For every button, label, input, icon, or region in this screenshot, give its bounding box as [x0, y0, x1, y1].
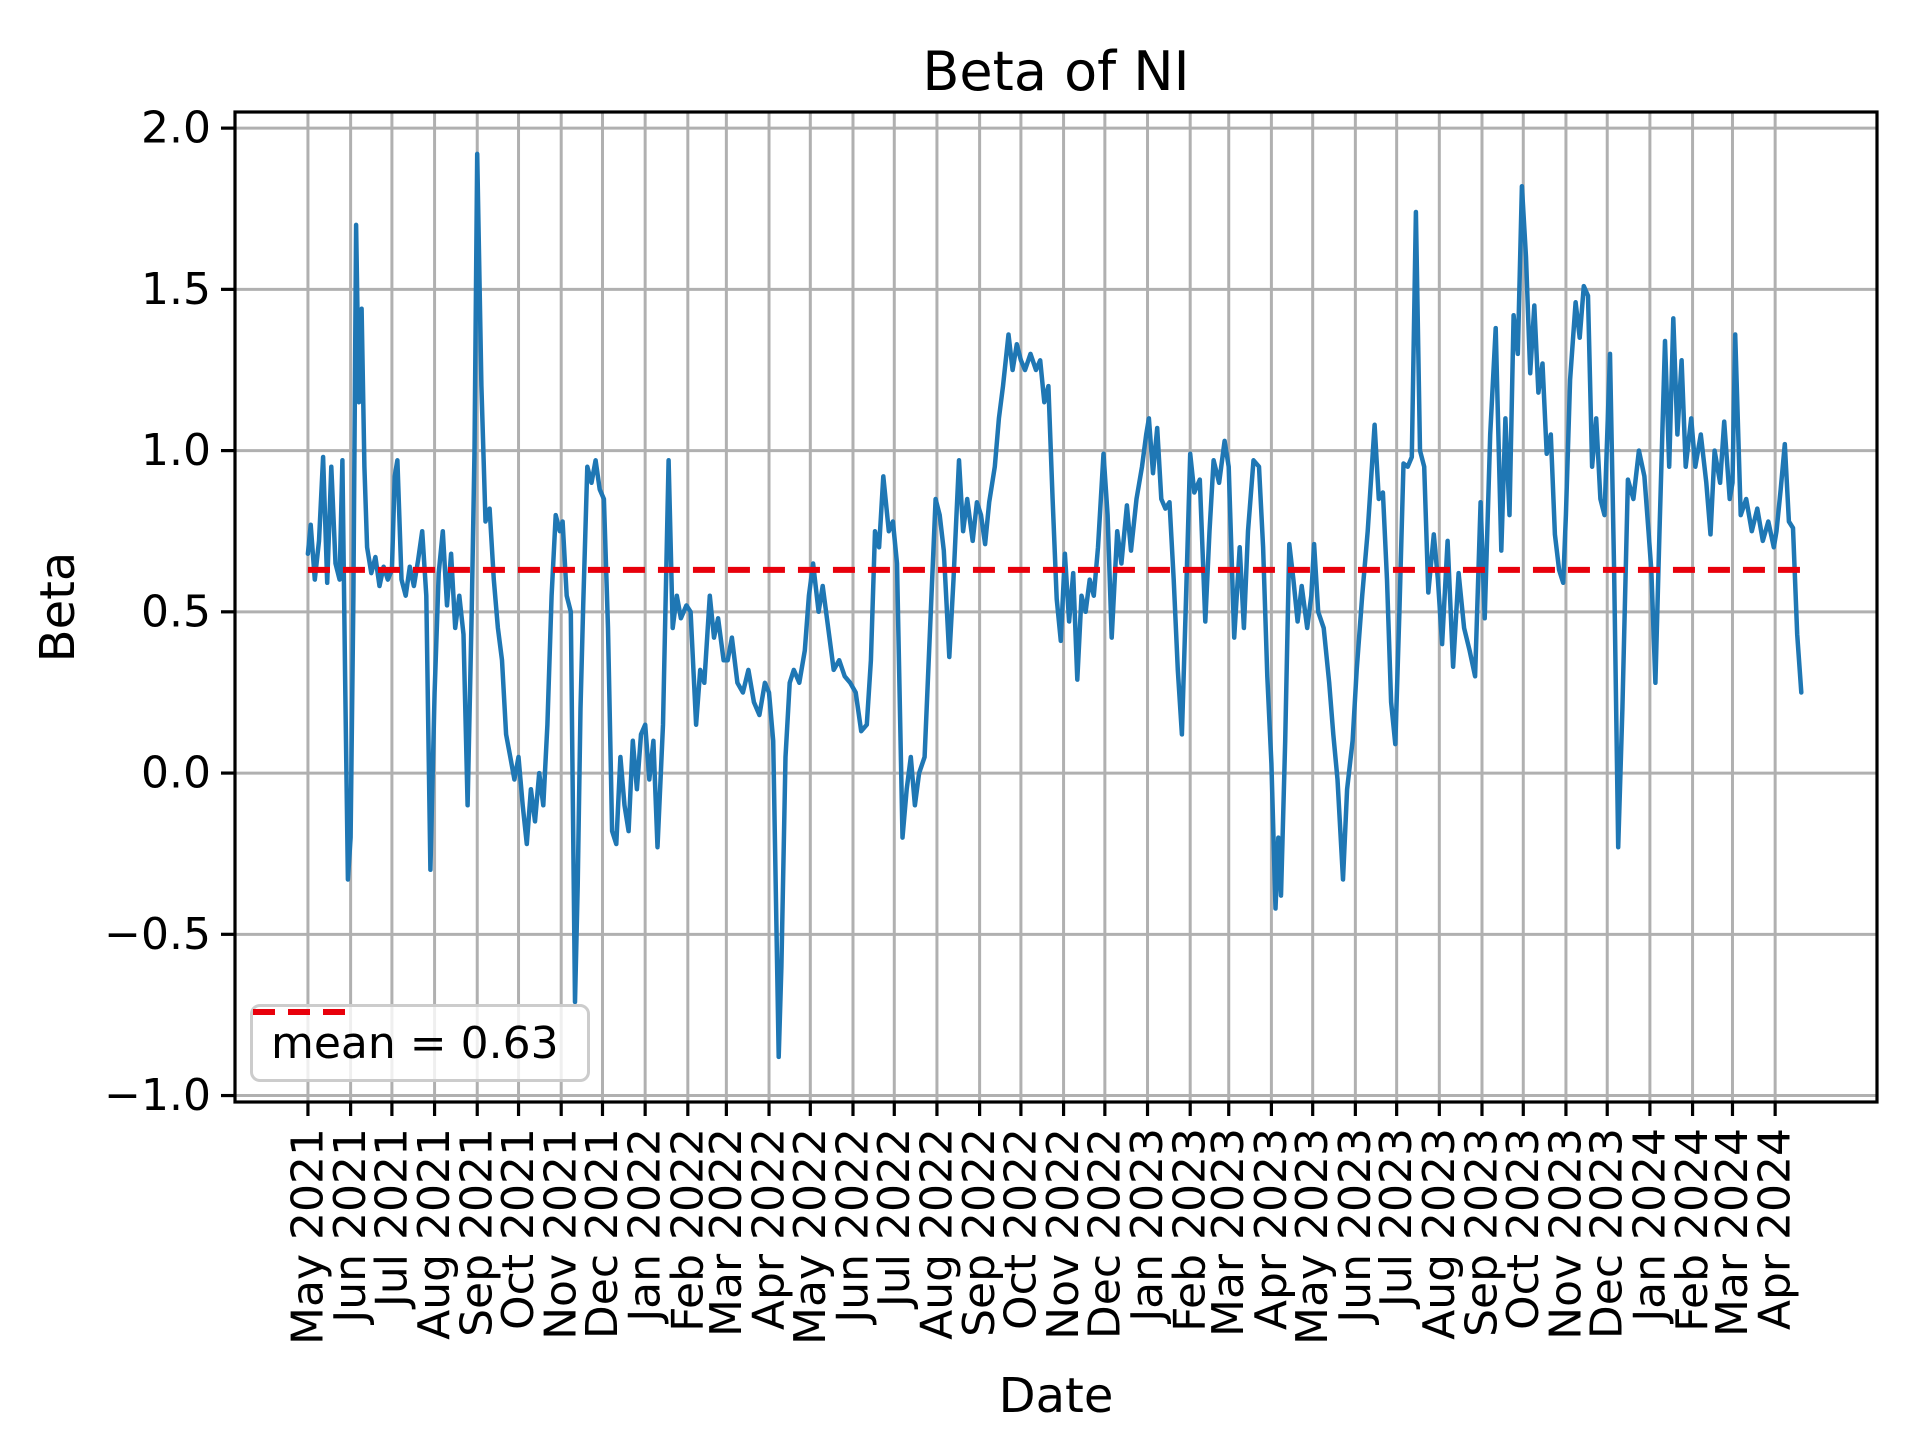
x-tick-label: May 2023	[1287, 1128, 1338, 1345]
x-tick-label: Dec 2022	[1079, 1128, 1130, 1339]
x-tick-label: Oct 2021	[493, 1128, 544, 1330]
y-tick-label: −0.5	[104, 909, 211, 960]
y-axis-label: Beta	[30, 552, 86, 663]
x-tick-label: Mar 2023	[1203, 1128, 1254, 1337]
x-tick-label: Apr 2024	[1750, 1128, 1801, 1330]
spines	[233, 110, 1879, 1104]
y-tick-label: −1.0	[104, 1070, 211, 1121]
x-tick-label: Aug 2023	[1414, 1128, 1465, 1340]
x-tick-label: Nov 2021	[536, 1128, 587, 1340]
x-tick-label: Dec 2021	[577, 1128, 628, 1339]
x-axis-label: Date	[999, 1368, 1114, 1424]
x-tick-label: Feb 2023	[1165, 1128, 1216, 1332]
y-tick-label: 1.0	[141, 425, 211, 476]
x-tick-label: Oct 2022	[995, 1128, 1046, 1330]
legend: mean = 0.63	[250, 1004, 590, 1082]
x-tick-label: Jun 2021	[325, 1128, 376, 1326]
beta-line-path	[305, 151, 1804, 1060]
x-tick-label: Aug 2021	[409, 1128, 460, 1340]
x-tick-label: Sep 2021	[452, 1128, 503, 1337]
y-tick-label: 1.5	[141, 264, 211, 315]
x-tick-label: Jan 2022	[620, 1128, 671, 1325]
x-tick-label: Jun 2022	[827, 1128, 878, 1326]
x-tick-label: Oct 2023	[1498, 1128, 1549, 1330]
x-tick-label: Jul 2023	[1371, 1128, 1422, 1310]
plot-frame	[233, 110, 1879, 1104]
x-tick-label: Jun 2023	[1330, 1128, 1381, 1326]
x-tick-label: Mar 2022	[701, 1128, 752, 1337]
x-tick-label: Nov 2023	[1540, 1128, 1591, 1340]
y-tick-label: 2.0	[141, 103, 211, 154]
gridlines	[235, 112, 1877, 1102]
x-tick-label: Mar 2024	[1707, 1128, 1758, 1337]
x-tick-label: Feb 2024	[1667, 1128, 1718, 1332]
x-tick-label: Jul 2021	[366, 1128, 417, 1310]
y-tick-labels: 2.0 1.5 1.0 0.5 0.0 −0.5 −1.0	[104, 103, 211, 1121]
x-tick-label: Feb 2022	[662, 1128, 713, 1332]
y-tick-label: 0.5	[141, 586, 211, 637]
x-tick-label: Sep 2023	[1456, 1128, 1507, 1337]
x-tick-label: Nov 2022	[1038, 1128, 1089, 1340]
x-tick-label: Aug 2022	[911, 1128, 962, 1340]
beta-series-line	[305, 151, 1804, 1060]
x-tick-label: Sep 2022	[954, 1128, 1005, 1337]
x-tick-label: Jan 2023	[1122, 1128, 1173, 1325]
x-tick-label: Apr 2023	[1246, 1128, 1297, 1330]
x-tick-label: May 2021	[282, 1128, 333, 1345]
x-tick-label: Jan 2024	[1624, 1128, 1675, 1325]
x-tick-label: Dec 2023	[1582, 1128, 1633, 1339]
x-tick-label: Apr 2022	[744, 1128, 795, 1330]
x-tick-label: May 2022	[785, 1128, 836, 1345]
chart-title: Beta of NI	[922, 40, 1189, 103]
x-tick-label: Jul 2022	[869, 1128, 920, 1310]
axis-tick-marks	[221, 126, 1777, 1116]
legend-mean-label: mean = 0.63	[271, 1017, 559, 1069]
legend-mean-dash-swatch	[253, 1009, 345, 1015]
y-tick-label: 0.0	[141, 748, 211, 799]
